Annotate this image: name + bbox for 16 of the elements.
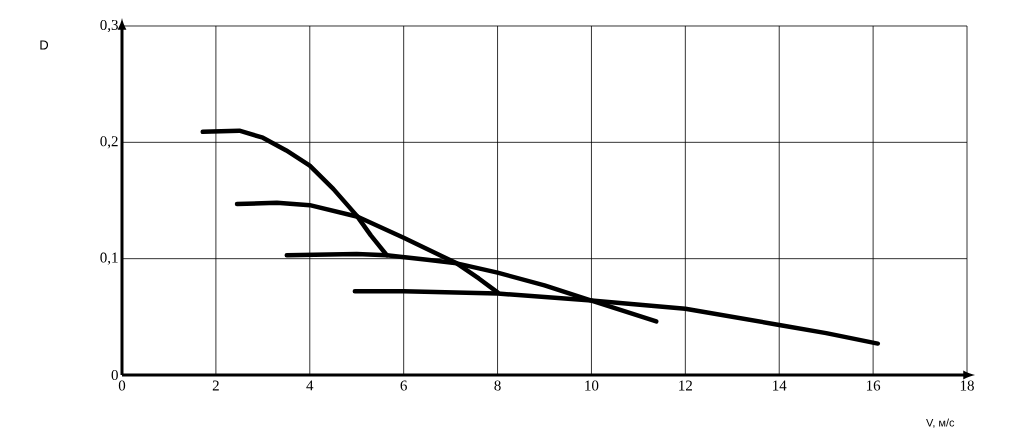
x-tick-label: 16: [866, 380, 881, 391]
x-tick-label: 10: [585, 380, 599, 391]
x-tick-label: 8: [494, 380, 501, 391]
x-tick-label: 0: [118, 380, 126, 391]
y-tick-label: 0,3: [100, 19, 118, 33]
x-axis-title: V, м/с: [926, 418, 955, 428]
y-tick-label: 0: [111, 369, 118, 381]
x-tick-label: 14: [773, 380, 787, 391]
x-tick-label: 4: [306, 380, 314, 391]
y-axis-title: D: [40, 40, 49, 50]
x-tick-label: 12: [679, 380, 692, 391]
x-tick-label: 18: [960, 380, 974, 391]
x-tick-label: 6: [400, 380, 407, 391]
x-tick-label: 2: [212, 380, 219, 391]
y-tick-label: 0,1: [100, 252, 118, 265]
y-tick-label: 0,2: [100, 136, 118, 149]
